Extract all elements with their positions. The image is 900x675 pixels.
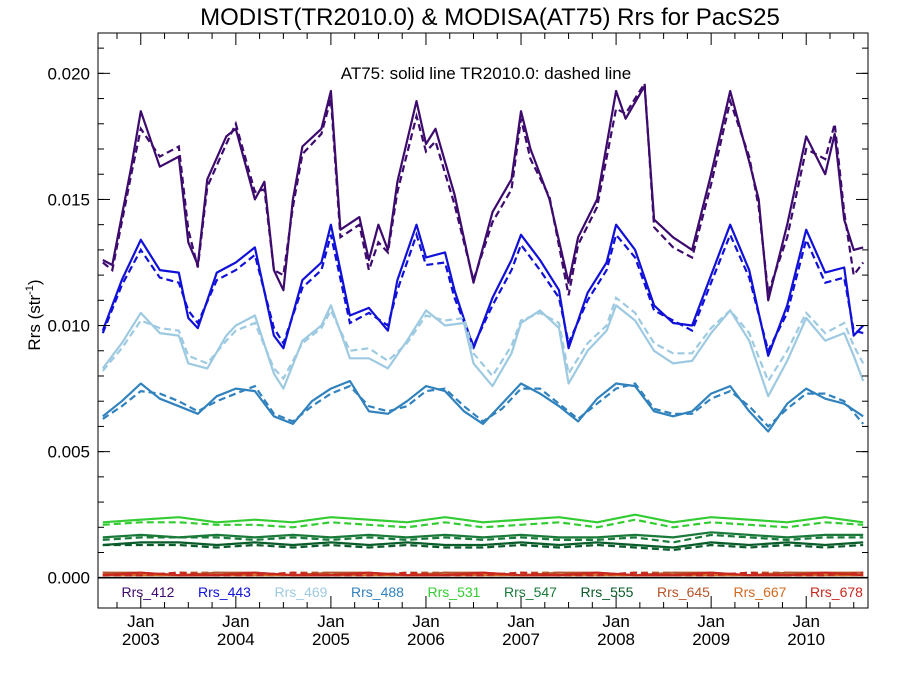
series-line-rrs-469-tr2010 <box>101 295 865 384</box>
series-line-rrs-555-at75 <box>102 541 864 549</box>
legend-label-rrs-531: Rrs_531 <box>428 584 481 600</box>
legend-label-rrs-678: Rrs_678 <box>810 584 863 600</box>
series-line-rrs-547-at75 <box>102 531 864 539</box>
x-tick-label-year: 2003 <box>122 630 160 649</box>
y-axis-label: Rrs (str-1) <box>24 279 44 350</box>
y-axis-label-close: ) <box>25 279 44 285</box>
x-tick-label-month: Jan <box>792 612 819 631</box>
legend-label-rrs-547: Rrs_547 <box>504 584 557 600</box>
series-line-rrs-555-tr2010 <box>102 543 864 552</box>
legend-label-rrs-443: Rrs_443 <box>198 584 251 600</box>
y-tick-label: 0.000 <box>47 569 90 588</box>
y-tick-label: 0.015 <box>47 190 90 209</box>
plot-frame <box>97 32 869 609</box>
line-style-note: AT75: solid line TR2010.0: dashed line <box>341 64 631 83</box>
legend-label-rrs-555: Rrs_555 <box>581 584 634 600</box>
legend-label-rrs-412: Rrs_412 <box>122 584 175 600</box>
x-tick-label-month: Jan <box>697 612 724 631</box>
x-tick-label-year: 2006 <box>407 630 445 649</box>
legend-label-rrs-469: Rrs_469 <box>275 584 328 600</box>
y-axis-label-text: Rrs (str <box>25 295 44 351</box>
x-tick-label-month: Jan <box>602 612 629 631</box>
x-tick-label-year: 2009 <box>692 630 730 649</box>
chart-title: MODIST(TR2010.0) & MODISA(AT75) Rrs for … <box>200 4 780 31</box>
x-tick-label-month: Jan <box>412 612 439 631</box>
series-line-rrs-443-tr2010 <box>101 231 864 354</box>
series-line-rrs-531-tr2010 <box>102 518 864 529</box>
legend: Rrs_412 Rrs_443 Rrs_469 Rrs_488 Rrs_531 Rrs_5… <box>122 584 864 600</box>
series-line-rrs-547-tr2010 <box>102 533 864 544</box>
x-tick-label-year: 2005 <box>312 630 350 649</box>
x-tick-label-year: 2010 <box>787 630 825 649</box>
series-line-rrs-531-at75 <box>102 513 864 524</box>
y-axis-label-superscript: -1 <box>24 285 36 295</box>
series-line-rrs-412-at75 <box>102 84 864 302</box>
series-line-rrs-488-at75 <box>102 379 864 433</box>
x-tick-label-year: 2008 <box>597 630 635 649</box>
x-tick-label-year: 2004 <box>217 630 255 649</box>
y-tick-label: 0.020 <box>47 64 90 83</box>
series-line-rrs-678-tr2010 <box>102 571 864 577</box>
x-tick-label-year: 2007 <box>502 630 540 649</box>
legend-label-rrs-667: Rrs_667 <box>734 584 787 600</box>
series-line-rrs-469-at75 <box>101 304 865 398</box>
y-tick-label: 0.005 <box>47 443 90 462</box>
series-line-rrs-488-tr2010 <box>102 382 865 428</box>
x-tick-label-month: Jan <box>317 612 344 631</box>
series-line-rrs-443-at75 <box>101 223 865 357</box>
series-layer <box>101 79 865 577</box>
y-axis: 0.000 0.005 0.010 0.015 0.020 <box>47 47 868 588</box>
legend-label-rrs-488: Rrs_488 <box>351 584 404 600</box>
x-tick-label-month: Jan <box>127 612 154 631</box>
x-tick-label-month: Jan <box>507 612 534 631</box>
x-axis: Jan2003Jan2004Jan2005Jan2006Jan2007Jan20… <box>116 33 855 649</box>
y-tick-label: 0.010 <box>47 317 90 336</box>
x-tick-label-month: Jan <box>222 612 249 631</box>
series-line-rrs-412-tr2010 <box>102 79 865 296</box>
legend-label-rrs-645: Rrs_645 <box>657 584 710 600</box>
